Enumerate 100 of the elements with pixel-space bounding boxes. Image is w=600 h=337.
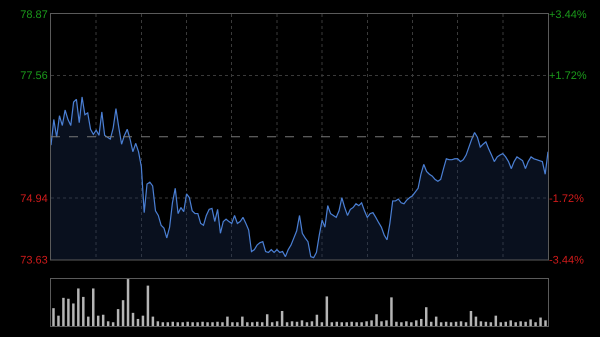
bar [490, 322, 492, 326]
bar [191, 322, 194, 326]
y2-tick-label: +1.72% [549, 70, 587, 82]
bar [106, 321, 110, 326]
bar [231, 322, 234, 326]
bar [92, 288, 94, 326]
bar [500, 322, 502, 326]
bar [385, 320, 388, 326]
y-tick-label: 78.87 [20, 8, 48, 21]
bar [186, 322, 189, 326]
bar [395, 322, 398, 326]
bar [116, 309, 120, 326]
bar [251, 322, 254, 326]
y2-tick-label: -1.72% [549, 192, 584, 205]
bar [514, 322, 517, 326]
bar [470, 310, 472, 326]
bar [484, 322, 488, 326]
bar [529, 319, 532, 326]
bar [142, 316, 144, 326]
bar [534, 322, 537, 326]
bar [211, 322, 214, 326]
bar [330, 322, 334, 326]
bar [509, 320, 512, 326]
bar [206, 322, 209, 326]
bar [87, 316, 90, 326]
bar [166, 322, 170, 326]
bar [350, 322, 353, 326]
bar [67, 298, 70, 326]
bar [241, 316, 244, 326]
bar [430, 322, 432, 326]
bar [504, 322, 507, 326]
bar [72, 303, 75, 326]
bar [290, 321, 294, 326]
y-tick-label: 77.56 [20, 70, 48, 82]
bar [246, 322, 249, 326]
bar [450, 322, 452, 326]
bar [519, 321, 522, 326]
bar [132, 312, 134, 326]
bar [296, 322, 298, 326]
bar [270, 322, 274, 326]
bar [176, 322, 179, 326]
y2-tick-label: -3.44% [549, 254, 584, 266]
bar [420, 318, 423, 326]
bar [524, 322, 527, 326]
bar [266, 314, 268, 326]
y2-tick-label: +3.44% [549, 8, 587, 21]
bar [360, 322, 363, 326]
bar [226, 316, 229, 326]
bar [112, 322, 114, 326]
bar [444, 322, 448, 326]
bar [370, 320, 373, 326]
bar [326, 296, 328, 326]
bar [181, 322, 184, 326]
bar [156, 321, 160, 326]
bar [440, 322, 442, 326]
bar [306, 322, 308, 326]
bar [260, 322, 264, 326]
bar [172, 322, 174, 326]
bar [280, 310, 284, 326]
bar [454, 322, 458, 326]
bar [375, 314, 378, 326]
bar [52, 308, 55, 326]
bar [544, 320, 547, 326]
bar [96, 316, 100, 326]
bar [424, 307, 428, 326]
bar [146, 286, 150, 326]
bar [276, 321, 278, 326]
bar [480, 321, 482, 326]
y-tick-label: 74.94 [20, 192, 48, 205]
bar [136, 318, 140, 326]
bar [102, 314, 104, 326]
bar [152, 316, 154, 326]
bar [122, 300, 124, 326]
bar [340, 322, 343, 326]
bar [336, 322, 338, 326]
bar [126, 279, 130, 326]
bar [57, 316, 60, 326]
bar [539, 318, 542, 326]
bar [400, 322, 403, 326]
bar [201, 322, 204, 326]
bar [310, 321, 314, 326]
bar [494, 316, 498, 326]
bar [300, 320, 304, 326]
bar [410, 322, 413, 326]
bar [196, 322, 199, 326]
bar [82, 296, 85, 326]
bar [390, 297, 393, 326]
bar [434, 316, 438, 326]
bar [162, 322, 164, 326]
bar [405, 321, 408, 326]
bar [345, 322, 348, 326]
bar [320, 322, 324, 326]
bar [355, 322, 358, 326]
bar [62, 298, 65, 326]
bar [286, 322, 288, 326]
bar [380, 321, 383, 326]
bar [474, 316, 478, 326]
bar [236, 322, 239, 326]
bar [415, 320, 418, 326]
bar [256, 322, 258, 326]
